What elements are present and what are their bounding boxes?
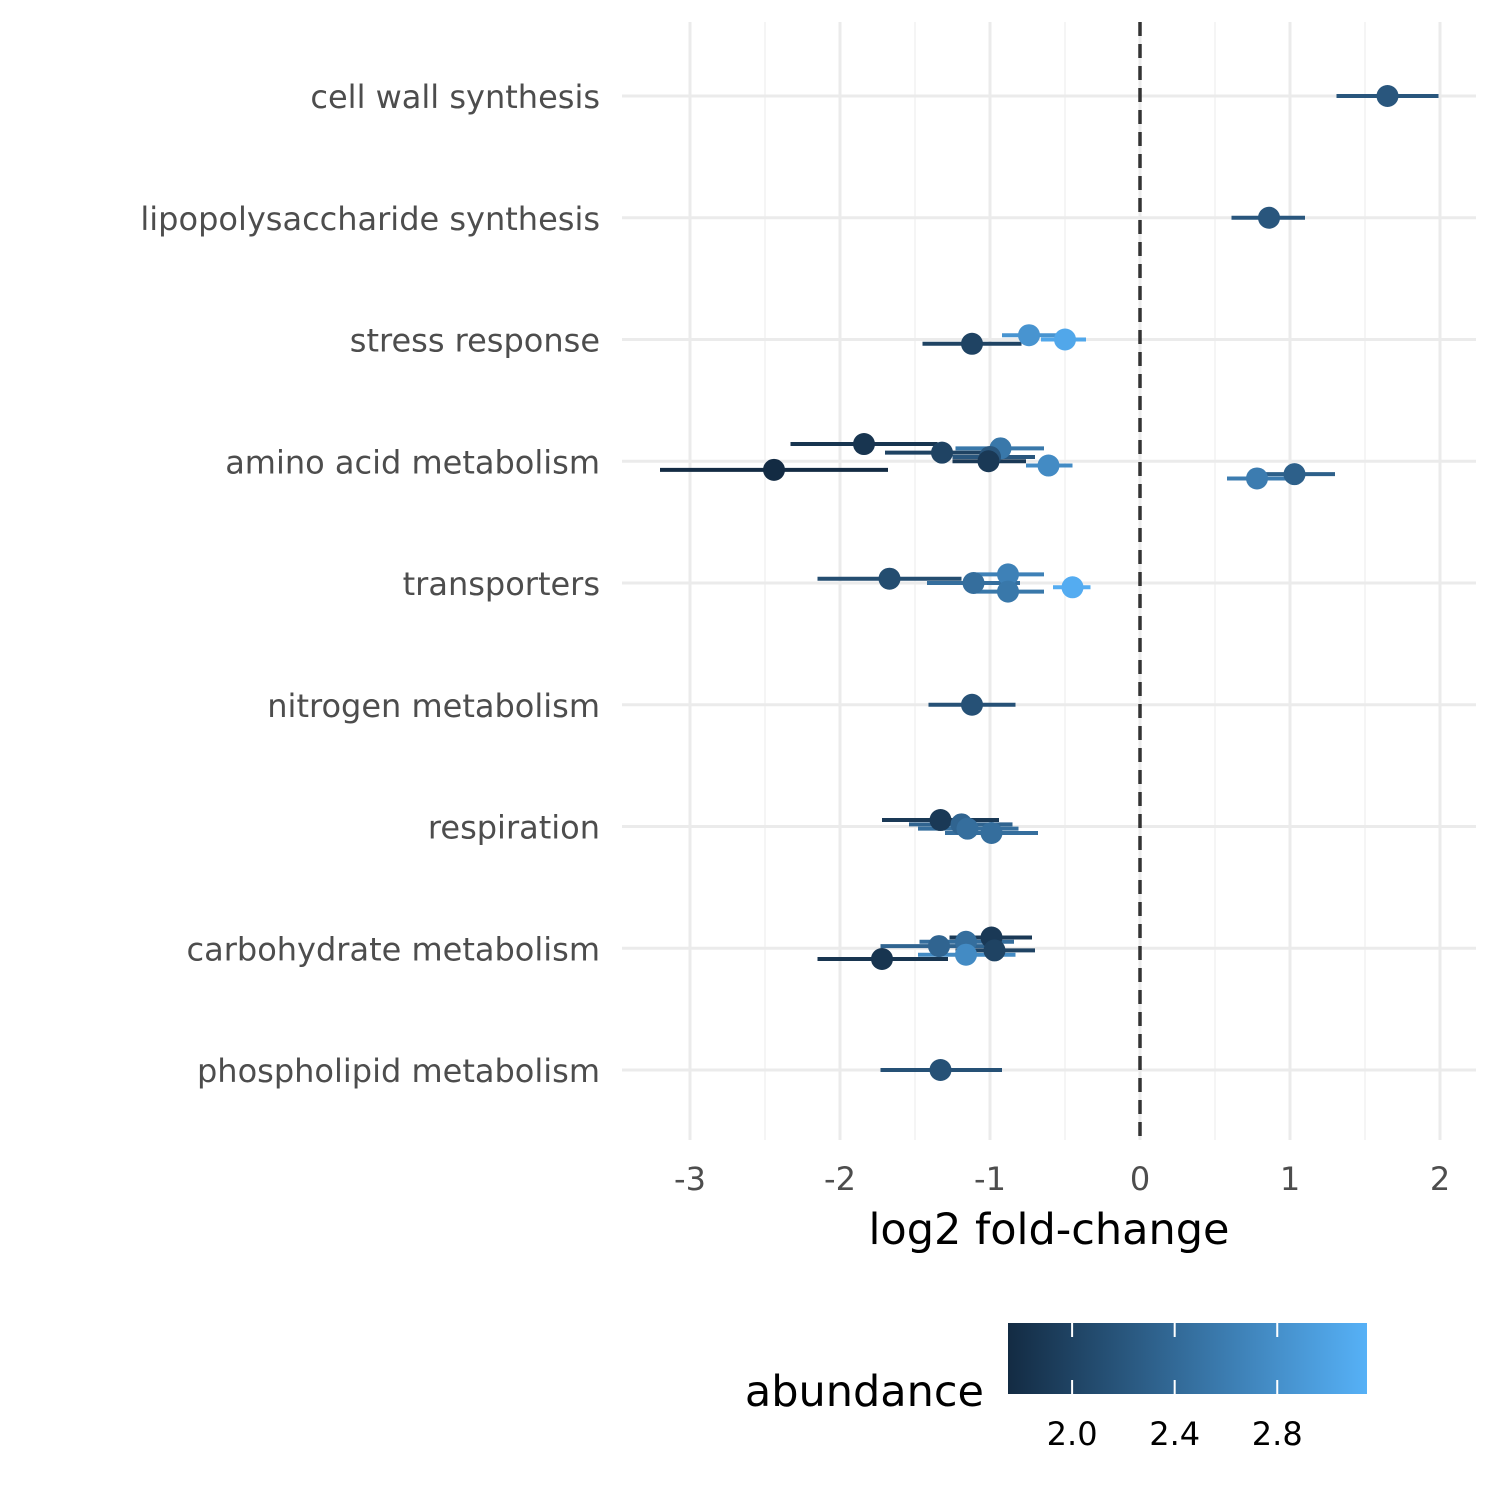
legend-tick-label: 2.8 <box>1252 1415 1303 1453</box>
data-point <box>1018 324 1040 347</box>
data-point <box>871 948 893 970</box>
data-point <box>763 458 785 481</box>
x-axis-title: log2 fold-change <box>868 1205 1229 1255</box>
data-point <box>997 580 1019 603</box>
data-point <box>997 563 1019 586</box>
x-tick-label: 1 <box>1280 1160 1300 1198</box>
category-label: lipopolysaccharide synthesis <box>140 200 600 238</box>
grid <box>622 22 1476 1140</box>
data-point <box>1054 328 1076 351</box>
category-label: carbohydrate metabolism <box>187 930 600 968</box>
data-point <box>1376 85 1399 107</box>
category-axis-labels: cell wall synthesis lipopolysaccharide sy… <box>140 78 600 1090</box>
data-point <box>1061 576 1084 599</box>
x-tick-label: 2 <box>1430 1160 1450 1198</box>
data-point <box>980 821 1003 844</box>
category-label: respiration <box>428 809 600 847</box>
data-point <box>929 1059 952 1081</box>
data-point <box>1258 206 1280 229</box>
category-label: nitrogen metabolism <box>267 687 600 725</box>
data-point <box>956 817 979 840</box>
data-marks <box>660 85 1439 1081</box>
data-point <box>928 935 950 958</box>
data-point <box>961 693 983 716</box>
data-point <box>977 450 1000 473</box>
category-label: amino acid metabolism <box>225 443 600 481</box>
category-label: phospholipid metabolism <box>197 1052 600 1090</box>
data-point <box>931 441 953 464</box>
legend-tick-label: 2.0 <box>1047 1415 1098 1453</box>
data-point <box>1037 454 1060 477</box>
x-axis-tick-labels: -3 -2 -1 0 1 2 <box>674 1160 1450 1198</box>
legend-colorbar <box>1008 1323 1367 1394</box>
data-point <box>1283 463 1306 486</box>
data-point <box>955 943 977 966</box>
x-tick-label: -2 <box>824 1160 856 1198</box>
x-tick-label: -1 <box>974 1160 1006 1198</box>
data-point <box>983 939 1006 962</box>
category-label: stress response <box>350 322 600 360</box>
data-point <box>929 809 952 832</box>
legend-tick-label: 2.4 <box>1149 1415 1200 1453</box>
category-label: cell wall synthesis <box>310 78 600 116</box>
data-point <box>853 433 875 456</box>
legend-ticks: 2.0 2.4 2.8 <box>1047 1323 1303 1453</box>
data-point <box>878 567 901 590</box>
data-point <box>1246 467 1268 490</box>
x-tick-label: 0 <box>1130 1160 1150 1198</box>
data-point <box>961 332 983 355</box>
legend-title: abundance <box>745 1367 984 1417</box>
data-point <box>962 572 985 594</box>
category-label: transporters <box>403 565 600 603</box>
x-tick-label: -3 <box>674 1160 706 1198</box>
color-legend: abundance 2.0 2.4 2.8 <box>745 1323 1367 1453</box>
